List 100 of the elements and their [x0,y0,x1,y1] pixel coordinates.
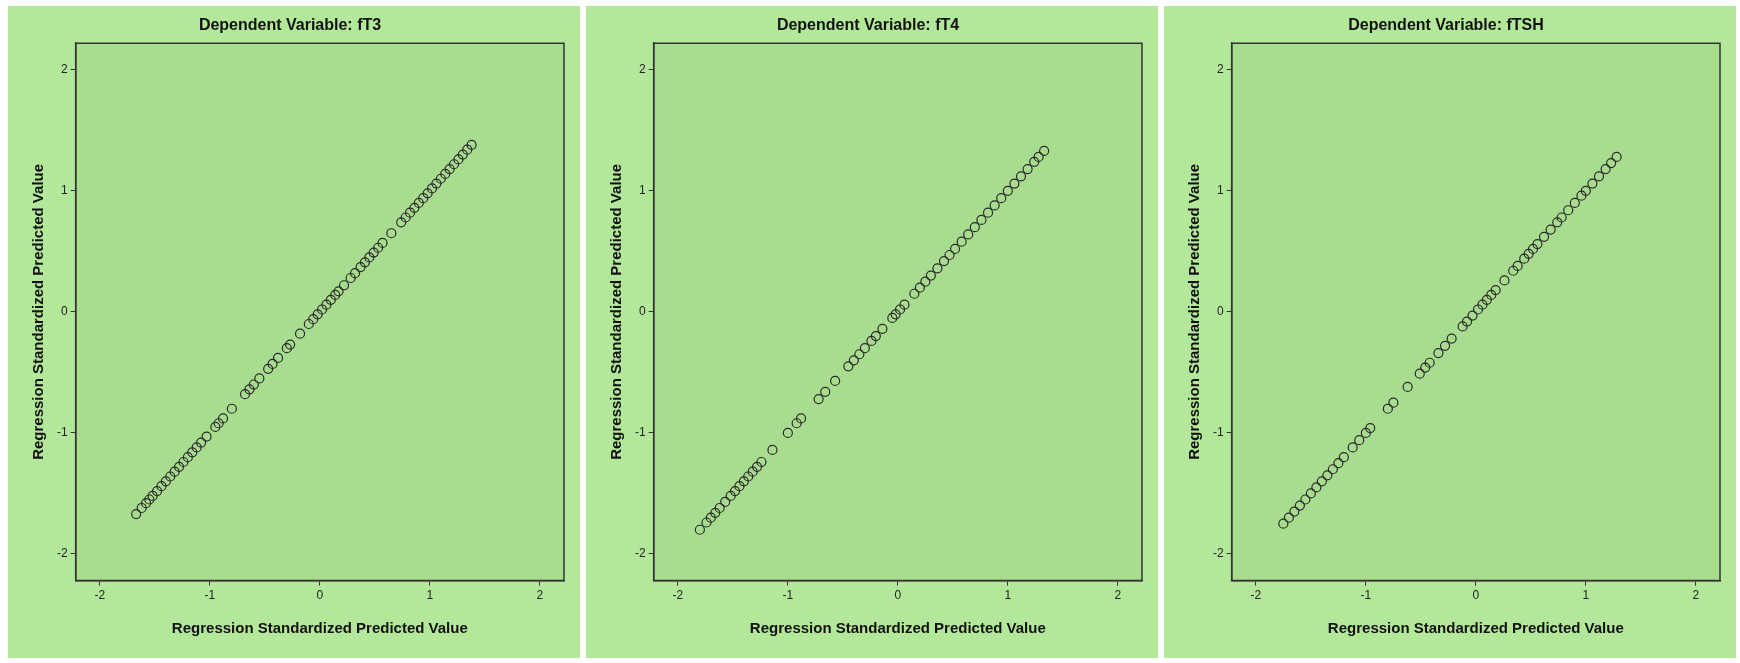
x-tick-label: 0 [1472,588,1480,603]
point [976,214,987,226]
point [1467,310,1478,321]
y-tick-label: 1 [1216,183,1224,198]
y-tick-label: -2 [57,546,68,561]
point [1424,357,1435,368]
point [854,349,865,360]
y-tick-label: 2 [1216,62,1224,77]
point [1499,275,1510,286]
point [848,355,859,366]
point [1433,347,1444,359]
point [1611,151,1622,163]
point [1382,403,1393,414]
point [714,502,725,514]
y-tick-label: 0 [60,304,68,319]
point [944,249,955,261]
chart-title: Dependent Variable: fTSH [1348,16,1544,34]
point [1305,488,1316,499]
point [914,282,925,293]
point [1477,299,1488,310]
y-axis-title: Regression Standardized Predicted Value [29,163,47,460]
point [843,361,854,372]
point [1472,304,1484,315]
x-tick-label: -2 [94,588,106,603]
x-axis-title: Regression Standardized Predicted Value [749,619,1046,637]
x-tick-label: -1 [204,588,216,603]
point [1316,476,1327,487]
y-tick-label: -1 [57,425,68,440]
chart-title: Dependent Variable: fT4 [776,16,960,34]
point [1033,151,1044,163]
point [870,331,881,342]
point [890,309,901,320]
y-tick-label: 0 [638,304,646,319]
point [925,270,936,281]
point [1556,212,1567,223]
point [1486,289,1497,301]
point [996,193,1007,204]
point [963,229,974,240]
point [938,255,950,267]
y-tick-label: -2 [635,546,646,561]
point [1569,197,1580,209]
point [1283,512,1294,523]
point [830,375,841,386]
point [747,466,758,477]
point [989,200,1000,211]
point [1414,368,1425,379]
point [756,456,767,468]
point [1439,340,1451,351]
point [729,485,741,497]
point [859,343,870,354]
point [887,312,898,324]
x-axis-title: Regression Standardized Predicted Value [1327,619,1624,637]
point [1009,178,1020,189]
point [1552,217,1563,228]
y-tick-label: 1 [60,183,68,198]
point [1461,316,1473,327]
point [1512,260,1523,272]
point [1490,285,1501,296]
y-tick-label: -1 [1213,425,1224,440]
point [1563,205,1574,216]
point [813,393,824,405]
point [1338,452,1349,463]
point [1002,185,1013,196]
point [1580,185,1591,196]
point [1347,442,1358,453]
point [866,335,877,347]
point [1402,381,1413,393]
point [969,222,980,233]
point [738,476,749,487]
point [820,386,831,397]
point [1606,157,1617,169]
x-tick-label: 0 [316,588,324,603]
point [782,427,793,439]
point [1545,224,1556,235]
point [1365,423,1376,434]
x-tick-label: -1 [1360,588,1372,603]
y-tick-label: -1 [635,425,646,440]
point [743,471,754,482]
point [710,507,721,518]
point [1532,239,1543,250]
point [1519,253,1530,264]
x-tick-label: 2 [536,588,544,603]
point [982,207,994,218]
point [1015,171,1027,182]
x-tick-label: -2 [1250,588,1262,603]
point [1600,163,1611,175]
chart-title: Dependent Variable: fT3 [198,16,382,34]
point [877,323,888,334]
point [1523,248,1534,259]
y-tick-label: 1 [638,183,646,198]
point [1278,518,1289,529]
point [751,461,763,472]
point [791,418,802,429]
point [1300,494,1311,505]
point [795,413,807,424]
y-axis-title: Regression Standardized Predicted Value [607,163,625,460]
y-tick-label: 0 [1216,304,1224,319]
x-tick-label: 2 [1692,588,1700,603]
y-tick-label: 2 [60,62,68,77]
x-tick-label: -2 [672,588,684,603]
